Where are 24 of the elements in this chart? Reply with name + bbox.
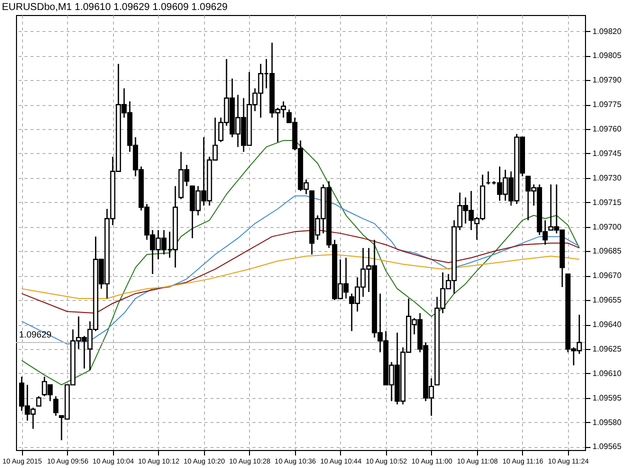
y-tick-label: 1.09715: [592, 198, 622, 207]
y-tick-label: 1.09790: [592, 76, 622, 85]
candlestick: [53, 396, 58, 416]
y-tick-label: 1.09580: [592, 418, 622, 427]
ref-line-label: 1.09629: [19, 329, 52, 340]
y-tick-label: 1.09820: [592, 26, 622, 36]
y-tick-label: 1.09625: [592, 344, 622, 354]
line-series: [21, 254, 580, 299]
chart-title: EURUSDbo,M1 1.09610 1.09629 1.09609 1.09629: [2, 2, 228, 13]
y-tick-label: 1.09685: [592, 246, 622, 256]
candlestick: [36, 396, 42, 407]
y-tick-label: 1.09610: [592, 368, 622, 378]
y-tick-label: 1.09775: [592, 100, 622, 110]
y-tick-label: 1.09565: [592, 442, 622, 452]
y-tick-label: 1.09670: [592, 271, 622, 280]
y-tick-label: 1.09700: [592, 222, 622, 232]
y-tick-label: 1.09595: [592, 393, 622, 402]
y-tick-label: 1.09640: [592, 320, 622, 330]
line-series: [21, 140, 580, 386]
y-tick-label: 1.09730: [592, 173, 622, 182]
y-tick-label: 1.09655: [592, 296, 622, 305]
y-tick-label: 1.09805: [592, 51, 622, 60]
y-tick-label: 1.09760: [592, 124, 622, 134]
y-tick-label: 1.09745: [592, 148, 622, 158]
